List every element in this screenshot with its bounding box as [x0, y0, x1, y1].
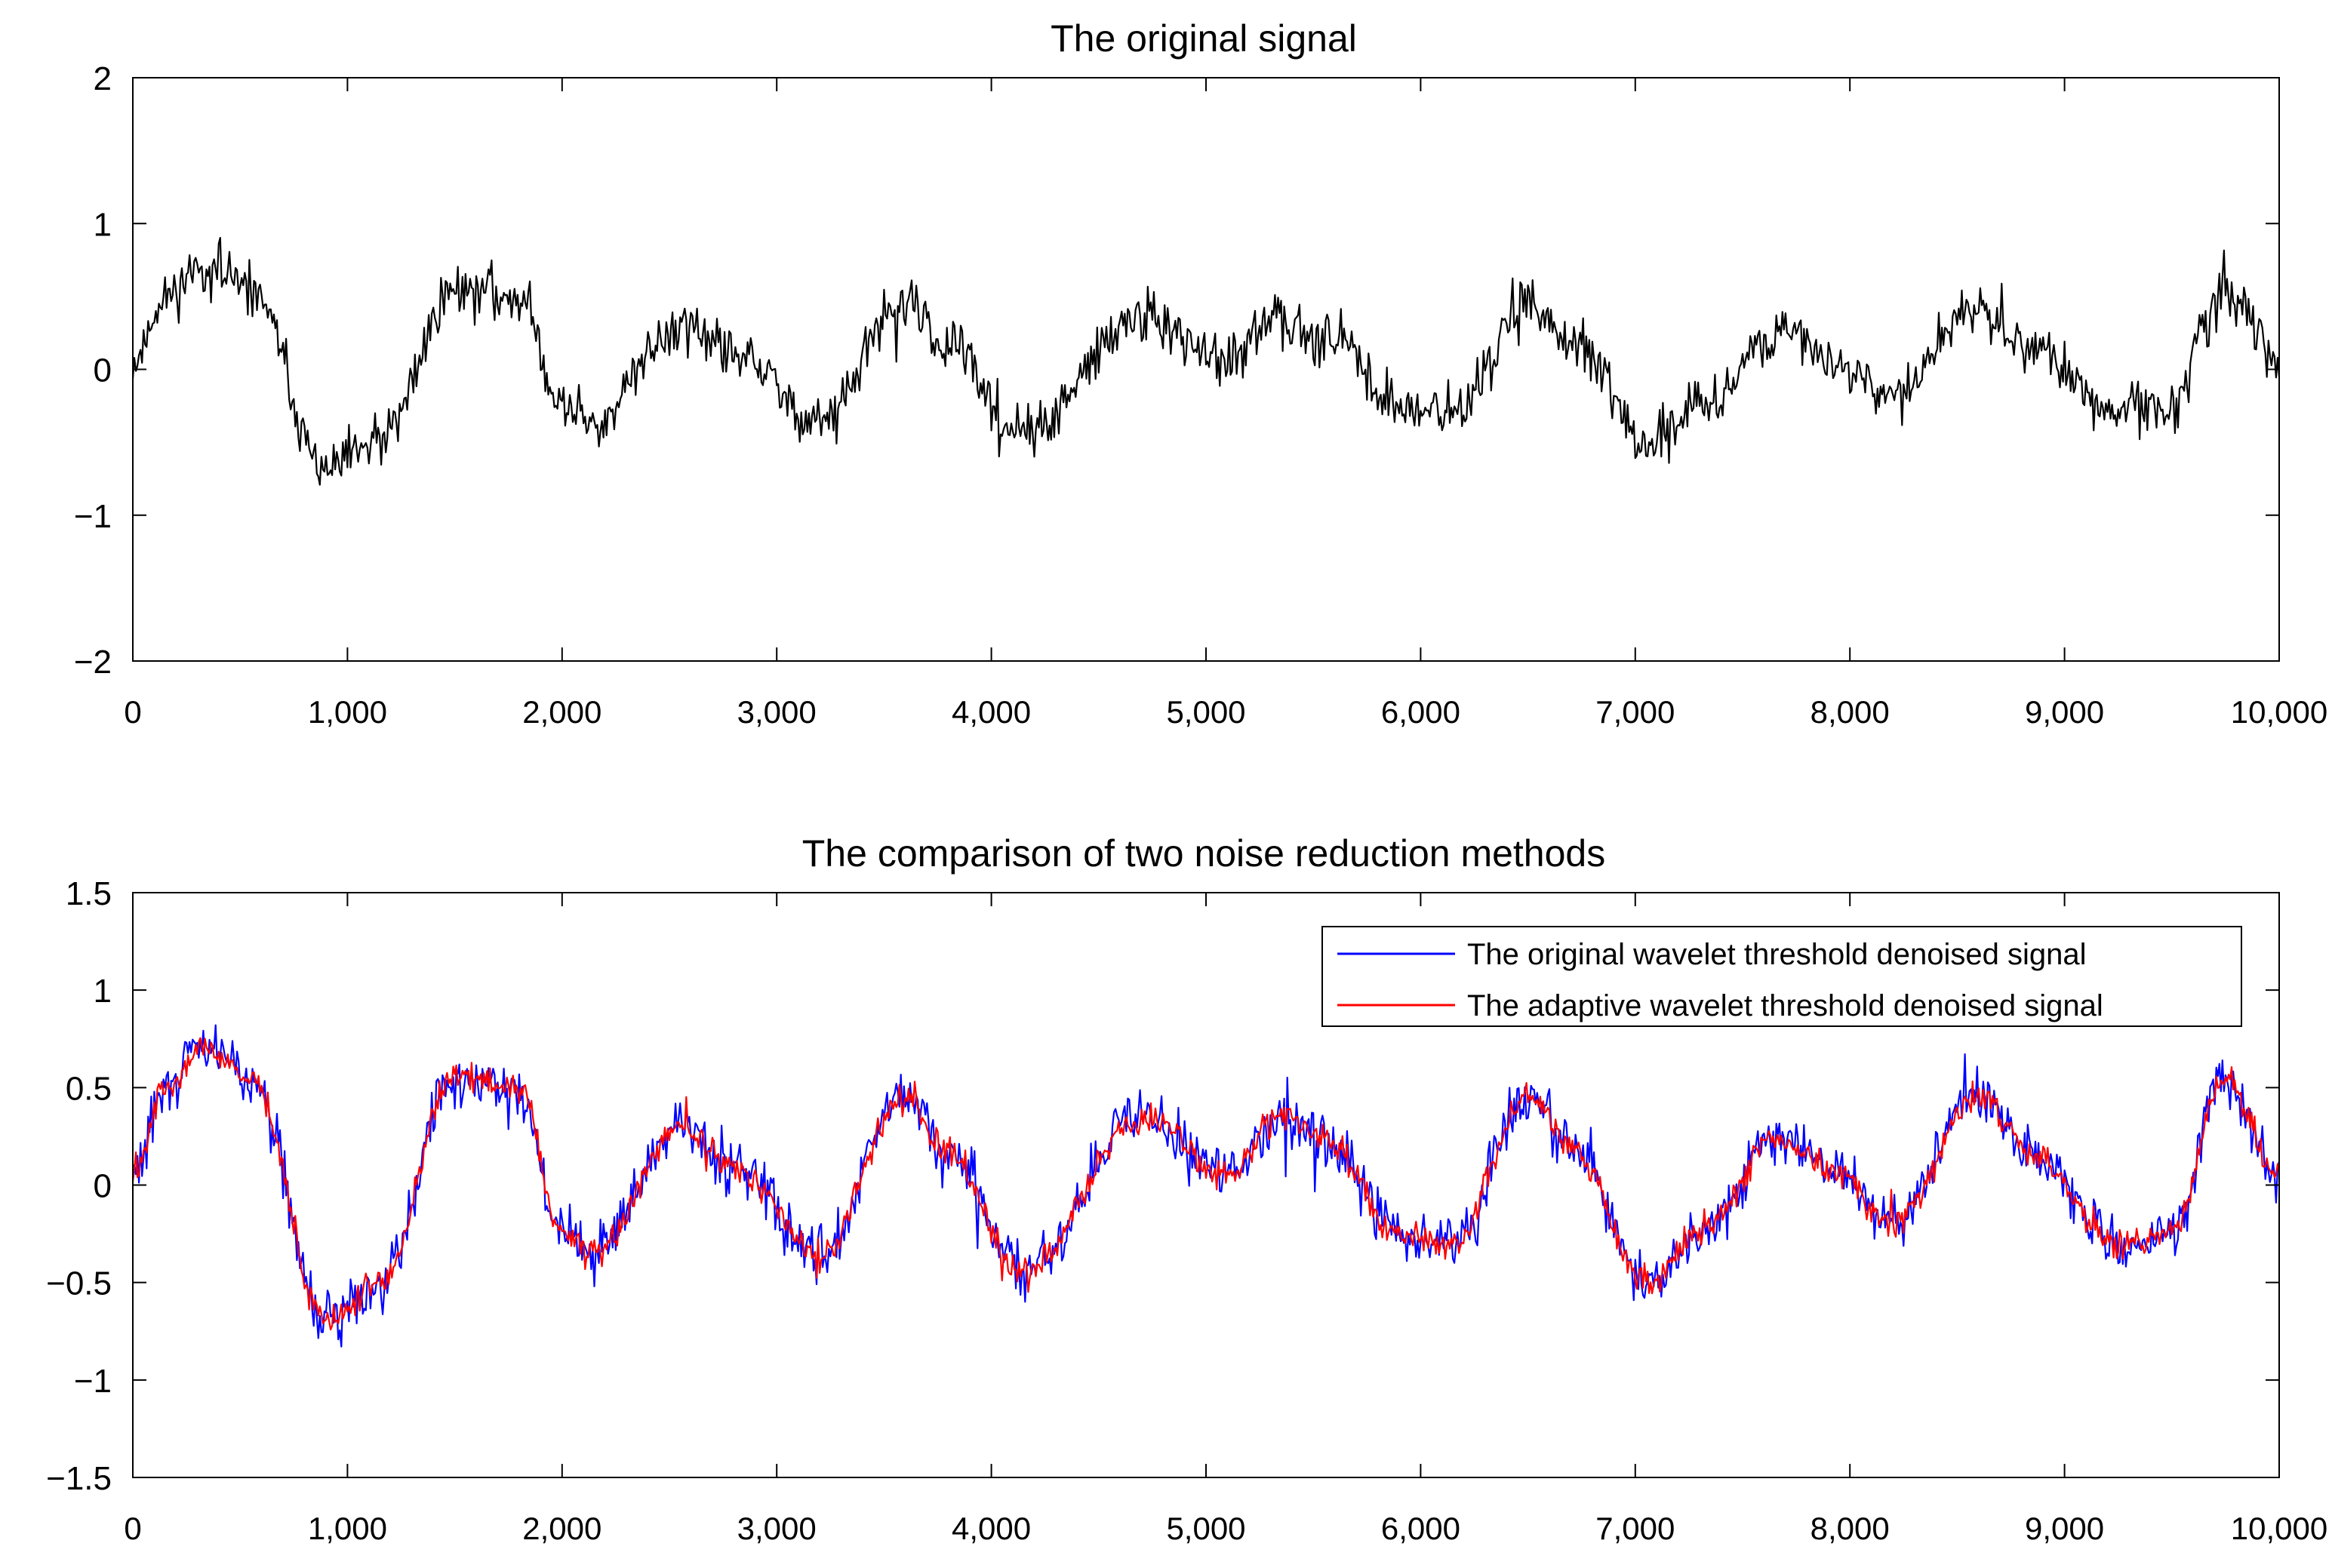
- series-line-black: [131, 237, 2281, 486]
- x-tick-label: 9,000: [2025, 1511, 2104, 1546]
- x-tick-label: 1,000: [308, 1511, 387, 1546]
- x-tick-label: 3,000: [737, 1511, 817, 1546]
- x-tick-label: 4,000: [952, 1511, 1031, 1546]
- x-tick-label: 10,000: [2231, 694, 2327, 730]
- x-tick-label: 0: [124, 694, 141, 730]
- y-tick-label: −1: [74, 498, 112, 535]
- y-tick-label: 1: [94, 206, 112, 243]
- x-tick-label: 5,000: [1166, 694, 1245, 730]
- x-tick-label: 1,000: [308, 694, 387, 730]
- legend-box: [1321, 926, 2242, 1027]
- chart-title: The original signal: [1051, 17, 1357, 60]
- x-tick-label: 9,000: [2025, 694, 2104, 730]
- y-tick-label: 1.5: [66, 875, 112, 912]
- x-tick-label: 8,000: [1811, 694, 1890, 730]
- x-tick-label: 5,000: [1166, 1511, 1245, 1546]
- y-tick-label: 2: [94, 60, 112, 97]
- y-tick-label: 1: [94, 973, 112, 1010]
- x-tick-label: 10,000: [2231, 1511, 2327, 1546]
- legend-label-blue: The original wavelet threshold denoised …: [1467, 938, 2087, 971]
- x-tick-label: 4,000: [952, 694, 1031, 730]
- y-tick-label: 0: [94, 352, 112, 389]
- series-layer: [131, 237, 2281, 486]
- axes: 0 1,000 2,000 3,000 4,000 5,000 6,000 7,000 8,00…: [74, 60, 2327, 730]
- y-tick-label: −1: [74, 1363, 112, 1400]
- series-layer: [131, 1024, 2281, 1348]
- y-tick-label: −1.5: [46, 1460, 112, 1497]
- x-tick-label: 3,000: [737, 694, 817, 730]
- x-tick-label: 2,000: [522, 694, 601, 730]
- chart-title: The comparison of two noise reduction me…: [802, 832, 1605, 875]
- chart-original-signal: The original signal 0 1,000 2,000 3,000 4,00…: [74, 17, 2327, 730]
- x-tick-label: 6,000: [1381, 694, 1460, 730]
- y-tick-label: 0.5: [66, 1070, 112, 1107]
- legend: The original wavelet threshold denoised …: [1321, 926, 2242, 1027]
- legend-label-red: The adaptive wavelet threshold denoised …: [1467, 989, 2103, 1022]
- y-tick-label: 0: [94, 1168, 112, 1205]
- x-tick-label: 8,000: [1811, 1511, 1890, 1546]
- x-tick-label: 7,000: [1595, 694, 1675, 730]
- chart-noise-reduction-comparison: The comparison of two noise reduction me…: [46, 832, 2327, 1546]
- series-line-red: [131, 1037, 2281, 1331]
- x-tick-label: 0: [124, 1511, 141, 1546]
- y-tick-label: −0.5: [46, 1265, 112, 1302]
- x-tick-label: 7,000: [1595, 1511, 1675, 1546]
- y-tick-label: −2: [74, 644, 112, 681]
- x-tick-label: 2,000: [522, 1511, 601, 1546]
- axes: 0 1,000 2,000 3,000 4,000 5,000 6,000 7,000 8,00…: [46, 875, 2327, 1546]
- x-tick-label: 6,000: [1381, 1511, 1460, 1546]
